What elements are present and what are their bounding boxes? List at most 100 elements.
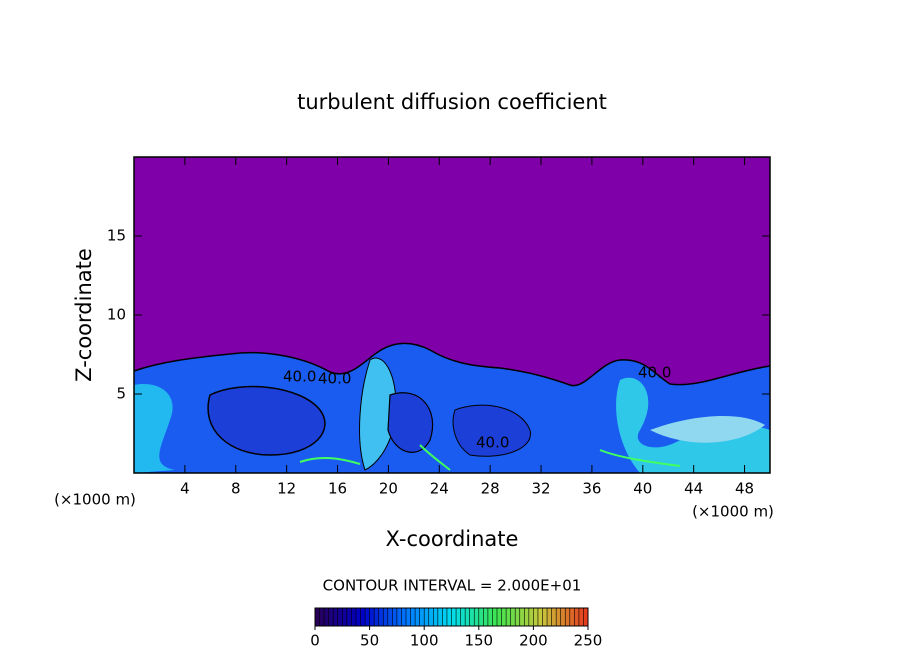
- colorbar-cell: [487, 608, 493, 626]
- colorbar-cell: [574, 608, 580, 626]
- cyan-patch: [134, 384, 175, 473]
- colorbar-cell: [560, 608, 566, 626]
- contour-line: [133, 342, 771, 387]
- chart-title: turbulent diffusion coefficient: [297, 90, 607, 114]
- y-axis-label: Z-coordinate: [72, 248, 96, 382]
- colorbar-cell: [506, 608, 512, 626]
- colorbar-cell: [387, 608, 393, 626]
- x-unit-label: (×1000 m): [692, 503, 774, 521]
- colorbar-cell: [437, 608, 443, 626]
- colorbar-cell: [374, 608, 380, 626]
- contour-interval: CONTOUR INTERVAL = 2.000E+01: [323, 577, 582, 595]
- x-tick-label: 20: [379, 480, 398, 498]
- colorbar-cell: [369, 608, 375, 626]
- colorbar-cell: [383, 608, 389, 626]
- colorbar-cell: [446, 608, 452, 626]
- colorbar-cell: [392, 608, 398, 626]
- x-tick-label: 36: [582, 480, 601, 498]
- x-tick-label: 12: [277, 480, 296, 498]
- x-tick-label: 28: [481, 480, 500, 498]
- colorbar-cell: [515, 608, 521, 626]
- colorbar-cell: [465, 608, 471, 626]
- colorbar-cell: [451, 608, 457, 626]
- x-axis-label: X-coordinate: [386, 527, 519, 551]
- colorbar-cell: [433, 608, 439, 626]
- contour-label: 40.0: [476, 434, 509, 452]
- contour-label: 40.0: [283, 368, 316, 386]
- x-tick-label: 32: [531, 480, 550, 498]
- colorbar-cell: [497, 608, 503, 626]
- colorbar-frame: [314, 607, 589, 627]
- contour-label: 40.0: [318, 370, 351, 388]
- x-tick-label: 4: [180, 480, 190, 498]
- colorbar-cell: [337, 608, 343, 626]
- colorbar-cell: [365, 608, 371, 626]
- colorbar-cell: [478, 608, 484, 626]
- colorbar-cell: [492, 608, 498, 626]
- x-tick-label: 40: [633, 480, 652, 498]
- colorbar-cell: [578, 608, 584, 626]
- light-patch: [650, 415, 765, 443]
- x-tick-label: 8: [231, 480, 241, 498]
- colorbar-cell: [342, 608, 348, 626]
- colorbar-tick-label: 250: [574, 632, 603, 650]
- cyan-patch: [359, 357, 397, 471]
- colorbar-cell: [583, 608, 589, 626]
- x-tick-label: 16: [328, 480, 347, 498]
- y-tick-label: 15: [107, 227, 126, 245]
- swirl: [387, 392, 434, 453]
- colorbar-cell: [547, 608, 553, 626]
- colorbar-cell: [419, 608, 425, 626]
- swirl: [452, 404, 531, 457]
- colorbar-cell: [424, 608, 430, 626]
- colorbar-tick-label: 200: [519, 632, 548, 650]
- colorbar-cell: [519, 608, 525, 626]
- colorbar-cell: [351, 608, 357, 626]
- swirl: [207, 385, 326, 456]
- colorbar-cell: [378, 608, 384, 626]
- colorbar-cell: [542, 608, 548, 626]
- x-tick-label: 48: [735, 480, 754, 498]
- cyan-patch: [616, 377, 770, 473]
- green-streak: [299, 444, 681, 471]
- colorbar-cell: [469, 608, 475, 626]
- colorbar-cell: [410, 608, 416, 626]
- colorbar-cell: [460, 608, 466, 626]
- colorbar-cell: [396, 608, 402, 626]
- colorbar-cell: [324, 608, 330, 626]
- colorbar-cell: [537, 608, 543, 626]
- colorbar-cell: [524, 608, 530, 626]
- colorbar-cell: [528, 608, 534, 626]
- colorbar-cell: [315, 608, 321, 626]
- colorbar-tick-label: 150: [464, 632, 493, 650]
- colorbar-cell: [483, 608, 489, 626]
- colorbar-cell: [328, 608, 334, 626]
- colorbar-cell: [355, 608, 361, 626]
- colorbar-cell: [442, 608, 448, 626]
- colorbar-cell: [501, 608, 507, 626]
- colorbar-tick-label: 100: [410, 632, 439, 650]
- colorbar-cell: [556, 608, 562, 626]
- colorbar-cell: [474, 608, 480, 626]
- colorbar-cell: [533, 608, 539, 626]
- contour-label: 40.0: [638, 364, 671, 382]
- x-tick-label: 44: [684, 480, 703, 498]
- colorbar-cell: [401, 608, 407, 626]
- colorbar-cell: [569, 608, 575, 626]
- colorbar-cell: [319, 608, 325, 626]
- y-tick-label: 10: [107, 306, 126, 324]
- colorbar-cell: [428, 608, 434, 626]
- y-tick-label: 5: [116, 385, 126, 403]
- colorbar-cell: [456, 608, 462, 626]
- x-unit-label: (×1000 m): [54, 491, 136, 509]
- colorbar-cell: [346, 608, 352, 626]
- colorbar-cell: [360, 608, 366, 626]
- colorbar-cell: [551, 608, 557, 626]
- colorbar-cell: [415, 608, 421, 626]
- colorbar-cell: [333, 608, 339, 626]
- colorbar-cell: [510, 608, 516, 626]
- x-tick-label: 24: [430, 480, 449, 498]
- colorbar-cell: [406, 608, 412, 626]
- colorbar-tick-label: 0: [310, 632, 320, 650]
